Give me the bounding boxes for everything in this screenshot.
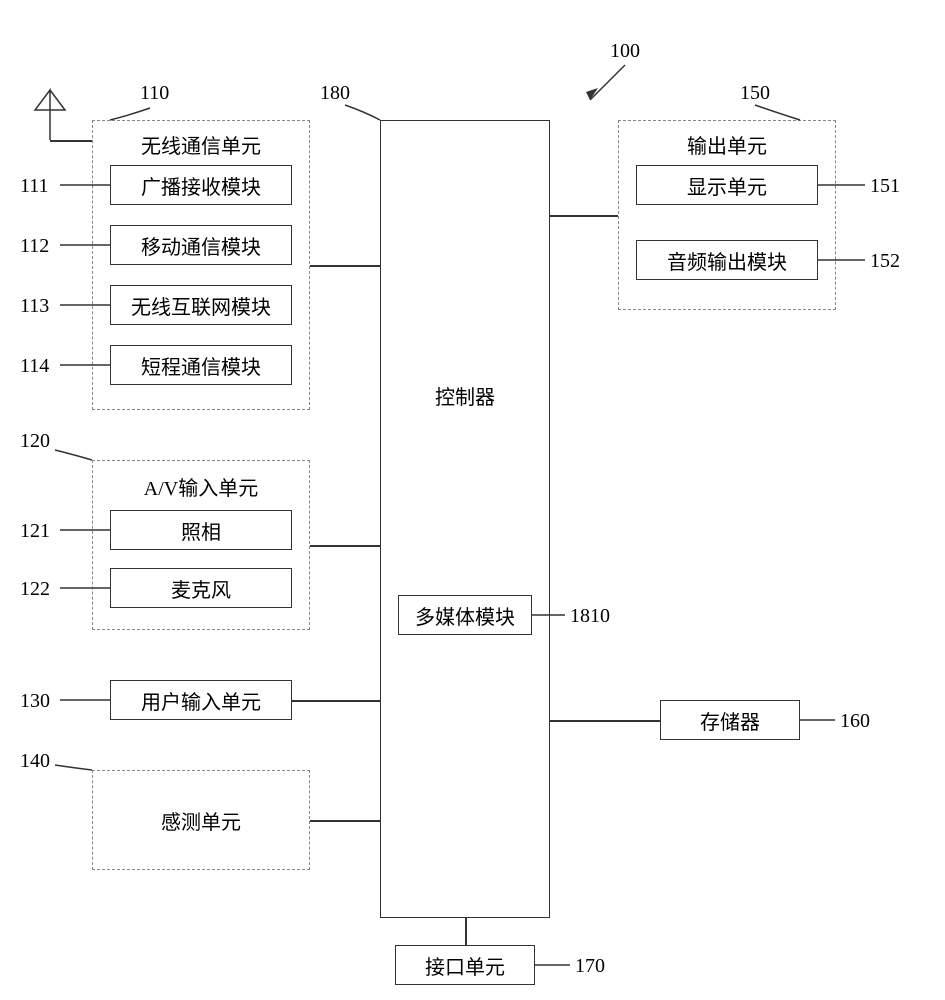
block-diagram: 无线通信单元 广播接收模块 移动通信模块 无线互联网模块 短程通信模块 A/V输…	[0, 0, 945, 1000]
leader-lines	[0, 0, 945, 1000]
